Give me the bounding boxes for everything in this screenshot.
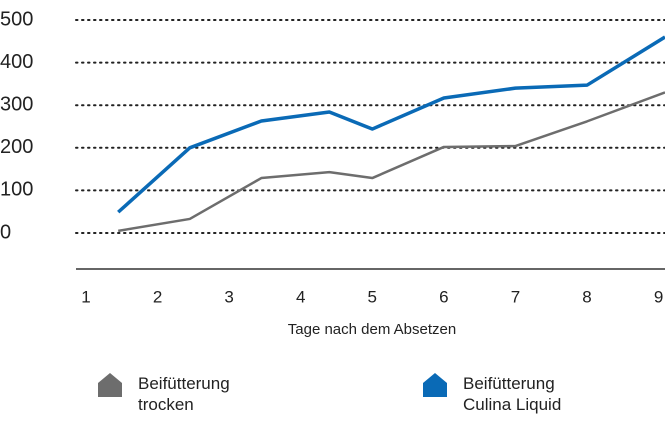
x-tick-label: 8 <box>582 287 591 306</box>
y-tick-label: 400 <box>0 51 33 73</box>
legend-swatch <box>423 373 447 397</box>
legend-swatch <box>98 373 122 397</box>
x-tick-label: 9 <box>654 287 663 306</box>
x-tick-label: 4 <box>296 287 305 306</box>
x-tick-label: 3 <box>224 287 233 306</box>
x-axis-label: Tage nach dem Absetzen <box>288 321 456 338</box>
legend-label: Beifütterung trocken <box>138 374 230 414</box>
x-tick-label: 6 <box>439 287 448 306</box>
x-tick-label: 1 <box>81 287 90 306</box>
series-line <box>117 35 665 214</box>
x-tick-label: 5 <box>368 287 377 306</box>
series-line <box>118 91 665 233</box>
y-tick-label: 300 <box>0 93 33 115</box>
legend-label: Beifütterung Culina Liquid <box>463 374 562 414</box>
x-tick-label: 2 <box>153 287 162 306</box>
y-tick-label: 100 <box>0 179 33 201</box>
y-tick-label: 200 <box>0 136 33 158</box>
x-tick-label: 7 <box>511 287 520 306</box>
y-tick-label: 0 <box>0 221 11 243</box>
y-tick-label: 500 <box>0 8 33 30</box>
